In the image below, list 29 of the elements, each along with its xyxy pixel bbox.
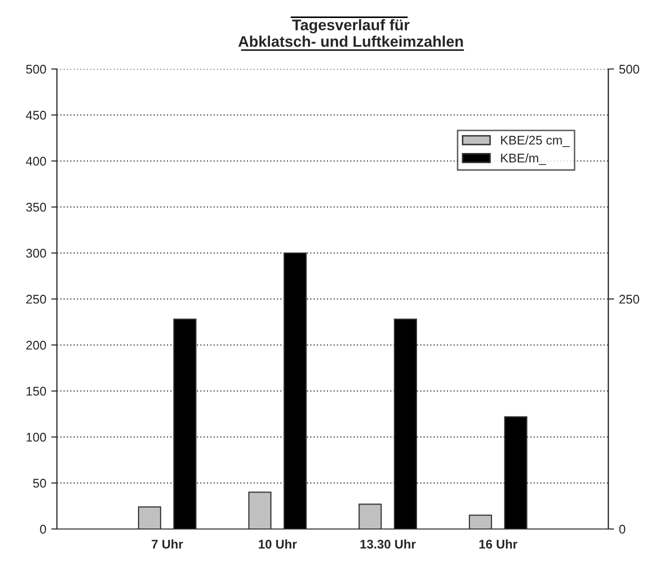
x-tick-label: 13.30 Uhr xyxy=(360,539,416,549)
bar xyxy=(504,416,528,529)
legend-label: KBE/25 cm_ xyxy=(501,135,570,147)
y-tick-label: 250 xyxy=(26,294,46,304)
x-tick-label: 7 Uhr xyxy=(152,539,184,549)
bar xyxy=(284,252,307,529)
y-tick-label: 200 xyxy=(26,340,46,350)
y-tick-label: 400 xyxy=(26,156,46,166)
x-tick-label: 10 Uhr xyxy=(258,539,297,549)
bar xyxy=(358,504,382,529)
y2-tick-label: 250 xyxy=(619,294,640,304)
y-tick-label: 450 xyxy=(26,110,46,120)
bar xyxy=(468,514,492,529)
legend-label: KBE/m_ xyxy=(501,153,546,165)
y2-tick-label: 0 xyxy=(619,524,626,534)
x-tick-label: 16 Uhr xyxy=(479,539,518,549)
y-tick-label: 100 xyxy=(26,432,46,442)
bar xyxy=(173,318,196,529)
y-tick-label: 0 xyxy=(40,524,46,534)
bar xyxy=(394,318,418,529)
bar xyxy=(138,506,162,529)
chart-title: Tagesverlauf für Abklatsch- und Luftkeimzahlen xyxy=(238,19,463,47)
y-tick-label: 150 xyxy=(26,386,46,396)
y-tick-label: 50 xyxy=(33,478,46,488)
bar xyxy=(248,492,272,529)
y-tick-label: 500 xyxy=(26,64,46,74)
y2-tick-label: 500 xyxy=(619,64,640,74)
y-tick-label: 300 xyxy=(26,248,46,258)
y-tick-label: 350 xyxy=(26,202,46,212)
